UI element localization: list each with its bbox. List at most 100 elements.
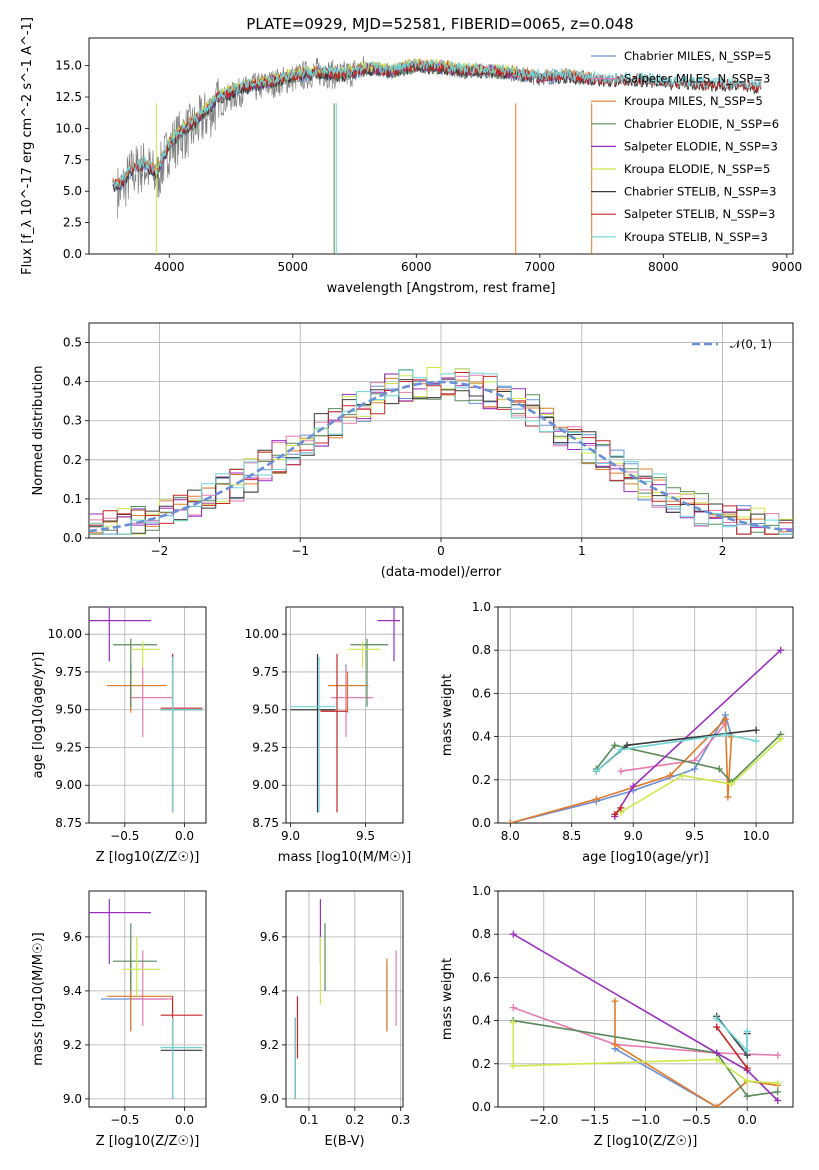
x-tick-label: 0.0	[738, 1113, 757, 1127]
weight-marker	[777, 735, 785, 743]
weight_vs_age-plot	[506, 646, 785, 823]
x-tick-label: 0	[437, 544, 445, 558]
weight-marker	[743, 1092, 751, 1100]
weight-marker	[774, 1097, 782, 1105]
weight-marker	[743, 1077, 751, 1085]
errorbar-point-3	[106, 671, 167, 713]
y-tick-label: 9.25	[55, 740, 82, 754]
y-axis-label: mass weight	[440, 958, 455, 1040]
weight-marker	[728, 780, 736, 788]
y-tick-label: 9.0	[63, 1092, 82, 1106]
y-tick-label: 0.3	[63, 414, 82, 428]
weight-line-8	[614, 807, 622, 815]
weight-line-4	[513, 1019, 778, 1098]
y-axis-label: Flux [f_λ 10^-17 erg cm^-2 s^-1 A^-1]	[20, 17, 35, 275]
y-tick-label: 0.6	[472, 970, 491, 984]
y-tick-label: 0.0	[63, 247, 82, 261]
axes-frame	[285, 606, 404, 824]
legend-entry: Chabrier STELIB, N_SSP=3	[624, 185, 776, 199]
x-tick-label: 2	[719, 544, 727, 558]
weight-marker	[509, 1062, 517, 1070]
weight-marker	[752, 726, 760, 734]
y-tick-label: 9.75	[55, 665, 82, 679]
y-tick-label: 2.5	[63, 216, 82, 230]
y-tick-label: 0.8	[472, 643, 491, 657]
weight-marker	[713, 1014, 721, 1022]
errorbar-point-9	[160, 1017, 203, 1099]
errorbar-point-6	[122, 936, 161, 997]
legend-entry: Chabrier ELODIE, N_SSP=6	[624, 117, 779, 131]
y-tick-label: 8.75	[55, 816, 82, 830]
y-tick-label: 9.4	[260, 984, 279, 998]
figure-title: PLATE=0929, MJD=52581, FIBERID=0065, z=0…	[246, 15, 633, 33]
errorbar-point-8	[320, 653, 348, 813]
y-tick-label: 0.0	[63, 531, 82, 545]
legend-entry: Kroupa STELIB, N_SSP=3	[624, 230, 768, 244]
y-tick-label: 9.6	[260, 930, 279, 944]
axes-frame	[497, 890, 794, 1108]
y-axis-label: mass weight	[440, 674, 455, 756]
y-tick-label: 9.25	[252, 740, 279, 754]
errorbar-point-2	[130, 950, 173, 1026]
weight-marker	[713, 1049, 721, 1057]
errorbar-point-9	[290, 656, 336, 813]
residual-histogram-9	[89, 369, 793, 535]
weight-marker	[611, 741, 619, 749]
legend-entry: 𝒩(0, 1)	[730, 337, 772, 351]
y-tick-label: 0.1	[63, 492, 82, 506]
x-tick-label: −1.5	[580, 1113, 609, 1127]
x-tick-label: 6000	[401, 260, 432, 274]
y-tick-label: 7.5	[63, 153, 82, 167]
axes-frame	[88, 890, 207, 1108]
x-axis-label: age [log10(age/yr)]	[582, 850, 709, 865]
weight-line-1	[510, 712, 733, 823]
mass_vs_Z-plot	[89, 899, 203, 1099]
y-axis-label: mass [log10(M/M☉)]	[31, 932, 46, 1065]
panel-age_vs_mass: 9.0 9.5 8.75 9.00 9.25 9.50 9.75 10.00 mass [log…	[245, 606, 411, 865]
y-tick-label: 9.75	[252, 665, 279, 679]
weight-marker	[592, 795, 600, 803]
weight-marker	[617, 746, 625, 754]
x-tick-label: −1.0	[631, 1113, 660, 1127]
y-tick-label: 12.5	[55, 90, 82, 104]
y-tick-label: 0.5	[63, 336, 82, 350]
panel-weight_vs_Z: −2.0 −1.5 −1.0 −0.5 0.0 0.0 0.2 0.4 0.6 0.8 1.0 Z […	[440, 884, 794, 1149]
errorbar-point-9	[160, 656, 203, 813]
legend-entry: Kroupa MILES, N_SSP=5	[624, 94, 763, 108]
errorbar-point-7	[290, 653, 336, 813]
y-tick-label: 0.4	[472, 1014, 491, 1028]
x-axis-label: Z [log10(Z/Z☉)]	[594, 1134, 698, 1149]
errorbar-point-1	[100, 963, 167, 1032]
age_vs_Z-plot	[89, 607, 203, 813]
weight-marker	[774, 1079, 782, 1087]
weight-marker	[774, 1088, 782, 1096]
errorbar-point-6	[130, 641, 161, 668]
y-tick-label: 5.0	[63, 184, 82, 198]
panel-residuals: −2 −1 0 1 2 0.0 0.1 0.2 0.3 0.4 0.5 (data-model)/er…	[31, 322, 794, 580]
x-tick-label: 9.0	[624, 829, 643, 843]
x-tick-label: 0.0	[175, 829, 194, 843]
weight_vs_Z-plot	[509, 930, 782, 1107]
panel-mass_vs_ebv: 0.1 0.2 0.3 9.0 9.2 9.4 9.6 E(B-V)	[260, 890, 410, 1149]
x-tick-label: 4000	[154, 260, 185, 274]
x-tick-label: 10.0	[743, 829, 770, 843]
normal-curve	[89, 380, 793, 533]
y-tick-label: 0.2	[472, 773, 491, 787]
x-axis-label: mass [log10(M/M☉)]	[278, 850, 411, 865]
weight-marker	[623, 741, 631, 749]
x-tick-label: 8.0	[501, 829, 520, 843]
x-tick-label: 0.2	[345, 1113, 364, 1127]
x-tick-label: −0.5	[110, 829, 139, 843]
weight-marker	[509, 1004, 517, 1012]
model-spectrum-8	[112, 60, 762, 189]
weight-marker	[509, 1019, 517, 1027]
axes-frame	[497, 606, 794, 824]
weight-line-5	[512, 933, 779, 1102]
weight-marker	[509, 930, 517, 938]
weight-marker	[678, 771, 686, 779]
x-tick-label: −1	[291, 544, 309, 558]
y-tick-label: 9.2	[63, 1038, 82, 1052]
y-axis-label: Normed distribution	[31, 366, 46, 496]
x-axis-label: (data-model)/error	[381, 565, 502, 580]
